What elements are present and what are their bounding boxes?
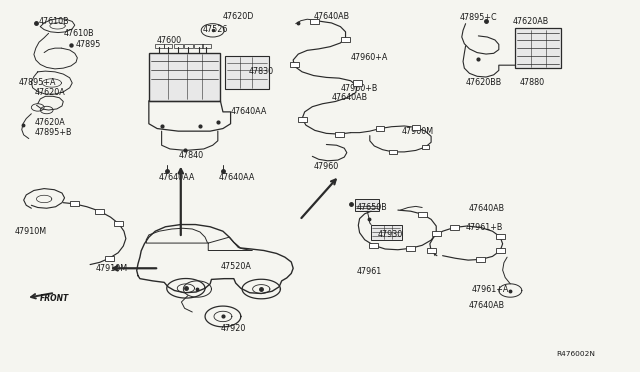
Text: 47900M: 47900M (402, 126, 434, 136)
Text: 47526: 47526 (202, 25, 228, 34)
Bar (515, 28, 561, 68)
Text: 47880: 47880 (519, 78, 545, 87)
Bar (376, 126, 384, 131)
Bar (341, 37, 350, 42)
Text: 47640AA: 47640AA (219, 173, 255, 182)
Text: 47640AB: 47640AB (314, 12, 349, 21)
Bar (155, 44, 164, 48)
Bar (495, 248, 504, 253)
Bar (298, 117, 307, 122)
Text: 47620AB: 47620AB (513, 17, 549, 26)
Bar (422, 145, 429, 149)
Bar (427, 248, 436, 253)
Text: 47640AB: 47640AB (468, 205, 504, 214)
Text: 47620D: 47620D (223, 12, 254, 21)
Bar (371, 225, 402, 240)
Bar (476, 257, 485, 262)
Text: 47620A: 47620A (35, 118, 65, 127)
Text: 47650B: 47650B (357, 203, 388, 212)
Text: 47960+B: 47960+B (340, 84, 378, 93)
Text: 47640AB: 47640AB (468, 301, 504, 310)
Bar (115, 221, 124, 227)
Bar (495, 234, 504, 239)
Bar (450, 225, 459, 230)
Text: 47910M: 47910M (15, 227, 47, 236)
Bar (412, 125, 420, 130)
Bar (310, 19, 319, 24)
Bar (432, 231, 441, 236)
Text: 47910M: 47910M (95, 264, 127, 273)
Bar (369, 243, 378, 248)
Text: 47830: 47830 (248, 67, 274, 76)
Text: 47610B: 47610B (39, 17, 70, 26)
Text: 47895+B: 47895+B (35, 128, 72, 137)
Text: 47961+B: 47961+B (466, 223, 503, 232)
Text: 47895+C: 47895+C (460, 13, 497, 22)
Text: 47620A: 47620A (35, 88, 65, 97)
Text: 47640AB: 47640AB (332, 93, 367, 102)
Bar (173, 44, 182, 48)
Text: 47520A: 47520A (221, 262, 252, 271)
Bar (353, 80, 362, 86)
Text: 47895+A: 47895+A (19, 78, 56, 87)
Bar (95, 209, 104, 214)
Bar (184, 44, 193, 48)
Text: 47930: 47930 (378, 230, 403, 239)
Bar (335, 132, 344, 137)
Bar (418, 212, 427, 217)
Bar (355, 199, 380, 211)
Text: 47610B: 47610B (63, 29, 94, 38)
Text: 47640AA: 47640AA (159, 173, 195, 182)
Text: 47960: 47960 (314, 162, 339, 171)
Text: 47640AA: 47640AA (230, 107, 267, 116)
Bar (389, 150, 397, 154)
Text: 47840: 47840 (178, 151, 204, 160)
Bar (202, 44, 211, 48)
Text: R476002N: R476002N (556, 350, 595, 356)
Text: 47620BB: 47620BB (466, 78, 502, 87)
Text: FRONT: FRONT (40, 294, 70, 303)
Bar (406, 246, 415, 251)
Text: 47961+A: 47961+A (472, 285, 509, 294)
Bar (225, 56, 269, 89)
Bar (70, 201, 79, 206)
Bar (105, 256, 114, 261)
Text: 47920: 47920 (221, 324, 246, 333)
Text: 47961: 47961 (357, 267, 382, 276)
Bar (290, 62, 299, 67)
Bar (149, 52, 220, 101)
Bar (194, 44, 203, 48)
Text: 47600: 47600 (157, 36, 182, 45)
Text: 47895: 47895 (76, 40, 101, 49)
Text: 47960+A: 47960+A (351, 52, 388, 61)
Bar (164, 44, 173, 48)
